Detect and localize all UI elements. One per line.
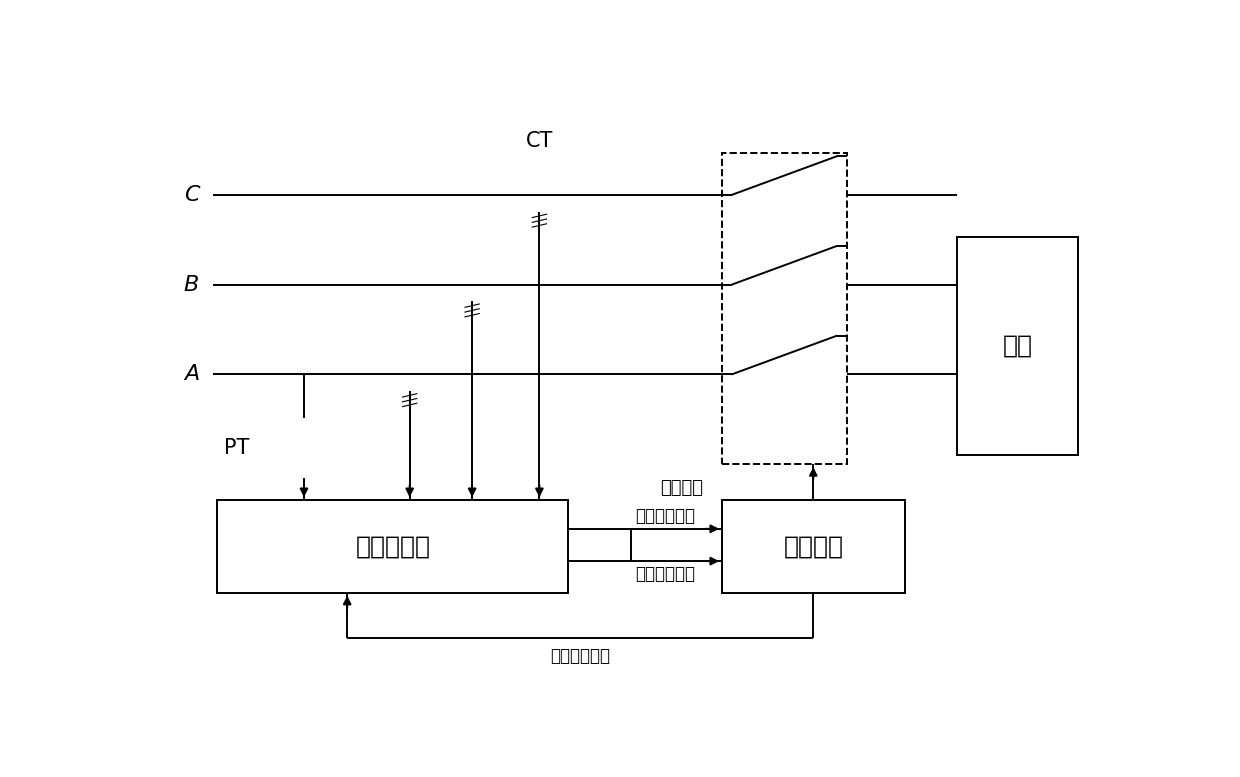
Text: 选相分闸信号: 选相分闸信号: [635, 565, 696, 584]
Bar: [722, 500, 905, 593]
Text: 选相控制器: 选相控制器: [356, 535, 430, 559]
Text: CT: CT: [526, 131, 553, 151]
Text: 选相合闸信号: 选相合闸信号: [635, 507, 696, 524]
Text: B: B: [184, 275, 200, 294]
Text: 负荷: 负荷: [1002, 334, 1033, 358]
Text: A: A: [184, 364, 200, 385]
Bar: [957, 237, 1078, 455]
Bar: [217, 500, 568, 593]
Text: 电力开关: 电力开关: [660, 479, 703, 497]
Text: PT: PT: [224, 437, 249, 458]
Text: 状态反馈信号: 状态反馈信号: [551, 646, 610, 664]
Text: 操动机构: 操动机构: [784, 535, 843, 559]
Text: C: C: [184, 185, 200, 205]
Bar: [722, 153, 847, 464]
